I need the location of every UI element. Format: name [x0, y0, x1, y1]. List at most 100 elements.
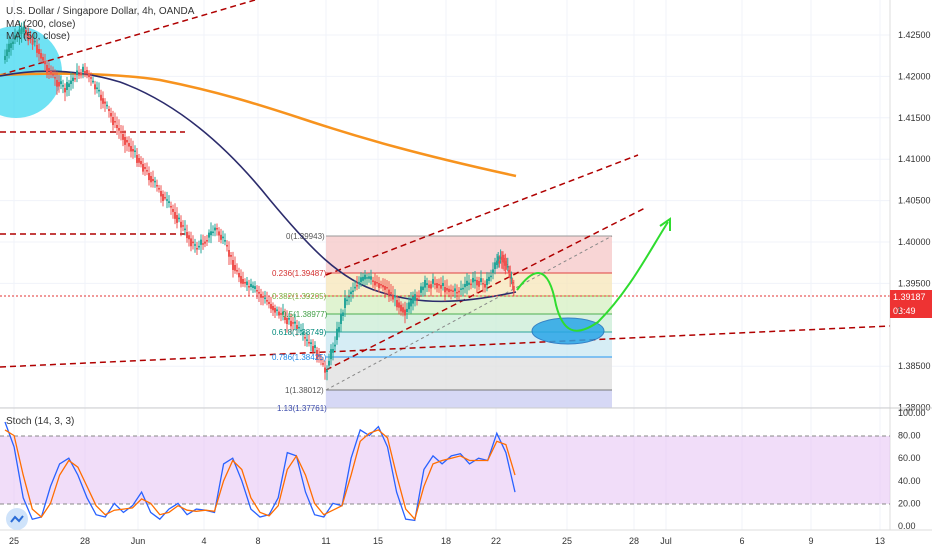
candle-body — [422, 286, 424, 291]
candle-body — [22, 26, 25, 32]
candle-body — [302, 332, 304, 334]
candle-body — [310, 342, 312, 344]
candle-body — [328, 360, 330, 366]
channel-upper-line — [325, 154, 639, 276]
candle-body — [214, 227, 216, 231]
candlestick-series[interactable] — [4, 20, 515, 381]
stoch-d-line[interactable] — [4, 429, 516, 521]
candle-body — [498, 261, 501, 264]
candle-body — [398, 302, 400, 308]
candle-body — [60, 81, 62, 84]
time-tick-label: 15 — [373, 536, 383, 546]
ma200-legend[interactable]: MA (200, close) — [6, 19, 76, 30]
fibonacci-retracement[interactable] — [325, 235, 613, 409]
stoch-legend[interactable]: Stoch (14, 3, 3) — [6, 416, 75, 427]
candle-body — [168, 201, 170, 203]
candle-body — [336, 328, 338, 340]
candle-body — [502, 255, 504, 263]
candle-body — [318, 354, 320, 357]
candle-body — [374, 281, 376, 286]
candle-body — [490, 275, 492, 278]
candle-body — [499, 256, 502, 259]
candle-body — [20, 28, 23, 34]
candle-body — [158, 188, 160, 190]
fib-level-label: 0(1.39943) — [286, 232, 325, 241]
candle-body — [314, 345, 316, 348]
candle-body — [206, 240, 208, 242]
candle-body — [33, 40, 36, 43]
candle-body — [316, 350, 318, 360]
candle-body — [98, 89, 100, 92]
candle-body — [36, 45, 38, 53]
stoch-k-line[interactable] — [4, 421, 516, 522]
target-ellipse[interactable] — [531, 317, 605, 345]
candle-body — [362, 276, 364, 281]
candle-body — [74, 78, 76, 80]
fib-labels: 0(1.39943) 0.236(1.39487) 0.382(1.39205) 0.… — [272, 232, 328, 413]
fib-level-label: 0.5(1.38977) — [282, 310, 328, 319]
tradingview-logo-icon[interactable] — [6, 508, 28, 530]
candle-body — [352, 290, 354, 293]
ma50-legend[interactable]: MA (50, close) — [6, 31, 70, 42]
candle-body — [44, 61, 46, 65]
stoch-axis[interactable]: 100.00 80.00 60.00 40.00 20.00 0.00 — [898, 408, 926, 531]
fib-zone-1-113 — [326, 390, 612, 408]
candle-body — [510, 277, 513, 279]
candle-body — [29, 36, 32, 40]
logo-glyph — [10, 515, 24, 523]
candle-body — [276, 309, 278, 311]
time-axis[interactable]: 25 28 Jun 4 8 11 15 18 22 25 28 Jul 6 9 13 — [9, 536, 885, 546]
candle-body — [462, 287, 464, 290]
candle-body — [396, 300, 398, 308]
candle-body — [76, 70, 78, 75]
price-axis[interactable]: 1.42500 1.42000 1.41500 1.41000 1.40500 1.400… — [898, 30, 931, 413]
candle-body — [160, 191, 162, 197]
candle-body — [406, 308, 408, 312]
candle-body — [100, 94, 102, 101]
candle-body — [208, 232, 210, 238]
candle-body — [511, 282, 514, 284]
candle-body — [242, 279, 244, 284]
candle-body — [248, 286, 250, 288]
candle-body — [204, 241, 206, 244]
candle-body — [38, 49, 40, 55]
candle-body — [140, 161, 142, 165]
candle-body — [402, 307, 404, 313]
candle-body — [156, 185, 158, 187]
fib-level-label: 0.618(1.38749) — [272, 328, 327, 337]
candle-body — [264, 297, 266, 300]
candle-body — [430, 284, 432, 289]
candle-body — [170, 206, 172, 208]
symbol-title[interactable]: U.S. Dollar / Singapore Dollar, 4h, OAND… — [6, 6, 195, 17]
candle-body — [418, 295, 420, 297]
fib-zone-0382-05 — [326, 296, 612, 314]
time-tick-label: 18 — [441, 536, 451, 546]
candle-body — [120, 131, 122, 134]
time-tick-label: 4 — [201, 536, 206, 546]
candle-body — [438, 284, 440, 286]
candle-body — [358, 281, 360, 284]
time-tick-label: 13 — [875, 536, 885, 546]
candle-body — [176, 215, 178, 223]
candle-body — [508, 270, 510, 273]
candle-body — [40, 53, 42, 59]
time-tick-label: Jun — [131, 536, 146, 546]
candle-body — [4, 55, 6, 60]
candle-body — [334, 344, 336, 347]
candle-body — [86, 70, 88, 74]
candle-body — [236, 270, 238, 272]
candle-body — [504, 261, 507, 266]
candle-body — [308, 342, 310, 344]
candle-body — [420, 286, 422, 293]
candle-body — [130, 146, 132, 152]
candle-body — [368, 276, 370, 279]
ma200-line[interactable] — [0, 72, 517, 178]
projection-path[interactable] — [516, 221, 669, 332]
candle-body — [354, 286, 356, 289]
candle-body — [262, 296, 264, 298]
candle-body — [138, 158, 140, 163]
candle-body — [238, 273, 240, 278]
candle-body — [124, 137, 126, 145]
candle-body — [412, 295, 414, 304]
